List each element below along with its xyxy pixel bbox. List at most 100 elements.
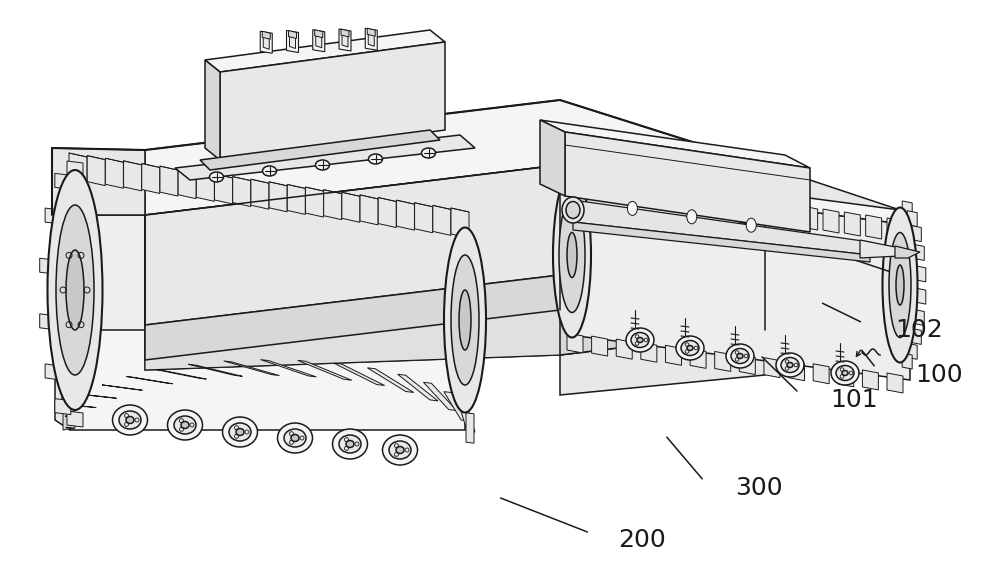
Polygon shape [567,173,583,197]
Polygon shape [71,405,96,407]
Ellipse shape [66,250,84,330]
Polygon shape [690,348,706,369]
Polygon shape [313,30,325,52]
Polygon shape [860,240,900,258]
Polygon shape [83,395,117,398]
Polygon shape [823,209,839,233]
Ellipse shape [339,435,361,453]
Polygon shape [458,402,475,432]
Polygon shape [142,163,160,193]
Polygon shape [716,194,732,218]
Ellipse shape [126,416,134,423]
Polygon shape [765,165,900,330]
Polygon shape [907,211,917,227]
Ellipse shape [181,422,189,429]
Polygon shape [52,148,145,215]
Text: 300: 300 [735,476,783,500]
Polygon shape [224,361,279,376]
Polygon shape [53,155,65,175]
Ellipse shape [168,410,203,440]
Polygon shape [261,360,316,377]
Ellipse shape [836,366,854,380]
Polygon shape [251,179,269,209]
Ellipse shape [687,346,693,350]
Polygon shape [862,370,878,390]
Polygon shape [145,165,560,325]
Polygon shape [573,200,870,255]
Polygon shape [145,100,765,230]
Polygon shape [52,215,145,330]
Polygon shape [315,30,323,38]
Polygon shape [567,333,583,353]
Polygon shape [764,358,780,377]
Ellipse shape [210,172,224,182]
Polygon shape [415,203,433,233]
Polygon shape [289,31,297,38]
Polygon shape [844,212,860,236]
Polygon shape [56,240,68,260]
Polygon shape [262,31,270,39]
Ellipse shape [566,202,580,219]
Polygon shape [573,222,870,262]
Polygon shape [540,120,565,196]
Polygon shape [66,427,74,429]
Polygon shape [789,360,805,380]
Polygon shape [124,161,142,191]
Polygon shape [65,416,82,418]
Polygon shape [715,352,731,372]
Polygon shape [592,336,608,356]
Polygon shape [260,31,272,54]
Polygon shape [324,190,342,220]
Text: 200: 200 [618,528,666,552]
Ellipse shape [676,336,704,360]
Polygon shape [55,173,71,189]
Polygon shape [396,200,414,230]
Polygon shape [67,411,83,427]
Polygon shape [914,309,924,326]
Polygon shape [367,368,414,392]
Polygon shape [911,329,921,345]
Polygon shape [368,32,374,46]
Polygon shape [631,182,647,206]
Polygon shape [451,208,469,238]
Polygon shape [145,275,765,370]
Polygon shape [560,285,765,355]
Polygon shape [55,399,71,415]
Polygon shape [674,188,690,212]
Polygon shape [902,201,912,217]
Ellipse shape [113,405,148,435]
Polygon shape [287,185,305,215]
Polygon shape [560,165,910,225]
Polygon shape [367,28,375,36]
Polygon shape [233,176,251,206]
Polygon shape [70,165,465,430]
Ellipse shape [229,423,251,441]
Text: 101: 101 [830,388,878,412]
Polygon shape [263,35,269,49]
Ellipse shape [553,172,591,338]
Polygon shape [813,364,829,384]
Polygon shape [916,288,926,304]
Polygon shape [188,364,242,376]
Polygon shape [102,385,142,390]
Polygon shape [62,382,74,402]
Polygon shape [914,245,924,260]
Polygon shape [126,376,173,384]
Polygon shape [305,187,323,217]
Polygon shape [200,130,440,170]
Polygon shape [360,195,378,225]
Polygon shape [378,198,396,228]
Polygon shape [61,353,73,373]
Ellipse shape [842,370,848,376]
Polygon shape [145,275,560,360]
Polygon shape [334,363,385,386]
Ellipse shape [627,202,637,215]
Ellipse shape [382,435,418,465]
Polygon shape [220,42,445,160]
Polygon shape [269,182,287,212]
Polygon shape [652,185,668,209]
Ellipse shape [284,429,306,447]
Ellipse shape [333,429,368,459]
Polygon shape [60,325,72,345]
Ellipse shape [882,208,917,362]
